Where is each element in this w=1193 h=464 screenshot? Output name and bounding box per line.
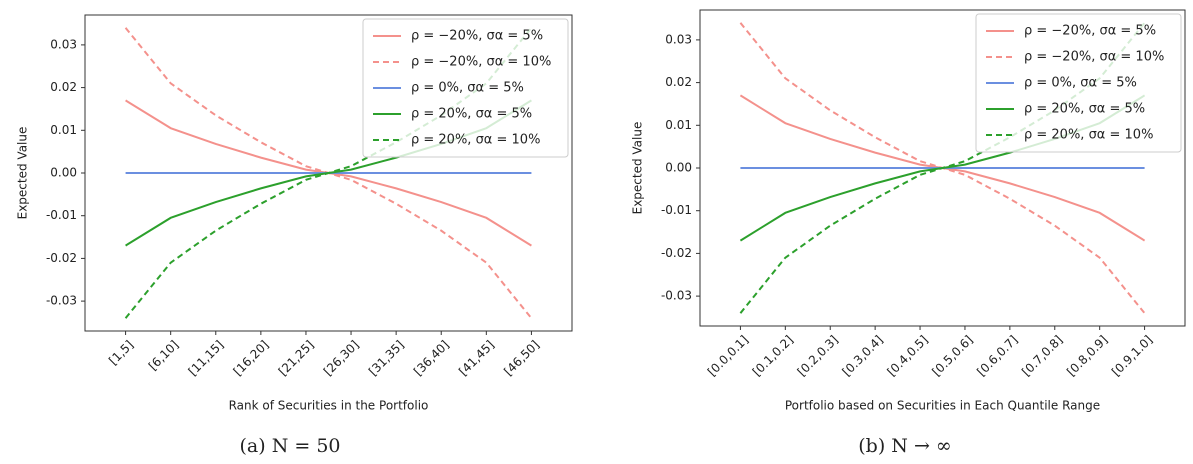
x-tick-label: [0.7,0.8] [1019, 333, 1065, 379]
x-axis-label: Portfolio based on Securities in Each Qu… [785, 399, 1100, 413]
y-tick-label: -0.01 [46, 208, 77, 222]
x-tick-label: [0.6,0.7] [974, 333, 1020, 379]
legend-label: ρ = 20%, σα = 5% [411, 107, 532, 122]
y-tick-label: 0.00 [50, 166, 77, 180]
series-line [124, 27, 533, 319]
legend-label: ρ = −20%, σα = 5% [411, 29, 543, 44]
y-tick-label: 0.03 [665, 32, 692, 46]
legend-box [362, 18, 569, 158]
y-tick-label: 0.03 [50, 37, 77, 51]
x-tick-label: [0.3,0.4] [840, 333, 886, 379]
y-tick-label: -0.03 [46, 294, 77, 308]
legend-label: ρ = 20%, σα = 10% [411, 133, 540, 148]
x-tick-label: [31,35] [366, 338, 407, 379]
x-tick-label: [0.0,0.1] [705, 333, 751, 379]
y-tick-label: 0.02 [665, 75, 692, 89]
x-axis-label: Rank of Securities in the Portfolio [229, 399, 429, 413]
x-tick-label: [11,15] [186, 338, 227, 379]
y-tick-label: -0.02 [46, 251, 77, 265]
y-tick-label: -0.01 [661, 203, 692, 217]
y-tick-label: 0.02 [50, 80, 77, 94]
legend-label: ρ = 20%, σα = 5% [1024, 102, 1145, 117]
x-tick-label: [0.8,0.9] [1064, 333, 1110, 379]
legend-label: ρ = −20%, σα = 5% [1024, 24, 1156, 39]
legend-label: ρ = 0%, σα = 5% [1024, 76, 1137, 91]
legend-label: ρ = −20%, σα = 10% [411, 55, 551, 70]
legend-label: ρ = 0%, σα = 5% [411, 81, 524, 96]
legend-label: ρ = −20%, σα = 10% [1024, 50, 1164, 65]
x-tick-label: [41,45] [456, 338, 497, 379]
legend-box [975, 13, 1182, 153]
y-axis-label: Expected Value [631, 122, 645, 215]
x-tick-label: [0.9,1.0] [1109, 333, 1155, 379]
x-tick-label: [0.1,0.2] [750, 333, 796, 379]
y-tick-label: 0.01 [665, 118, 692, 132]
legend-label: ρ = 20%, σα = 10% [1024, 128, 1153, 143]
caption: (a) N = 50 [240, 435, 341, 457]
caption: (b) N → ∞ [858, 435, 951, 457]
x-tick-label: [0.5,0.6] [929, 333, 975, 379]
x-tick-label: [21,25] [276, 338, 317, 379]
series-line [739, 22, 1146, 314]
x-tick-label: [0.2,0.3] [795, 333, 841, 379]
x-tick-label: [26,30] [321, 338, 362, 379]
y-tick-label: -0.02 [661, 246, 692, 260]
x-tick-label: [36,40] [411, 338, 452, 379]
y-tick-label: -0.03 [661, 289, 692, 303]
x-tick-label: [16,20] [231, 338, 272, 379]
x-tick-label: [46,50] [501, 338, 542, 379]
y-tick-label: 0.00 [665, 161, 692, 175]
y-axis-label: Expected Value [16, 127, 30, 220]
y-tick-label: 0.01 [50, 123, 77, 137]
x-tick-label: [6,10] [146, 338, 181, 373]
x-tick-label: [0.4,0.5] [884, 333, 930, 379]
x-tick-label: [1,5] [106, 338, 136, 368]
